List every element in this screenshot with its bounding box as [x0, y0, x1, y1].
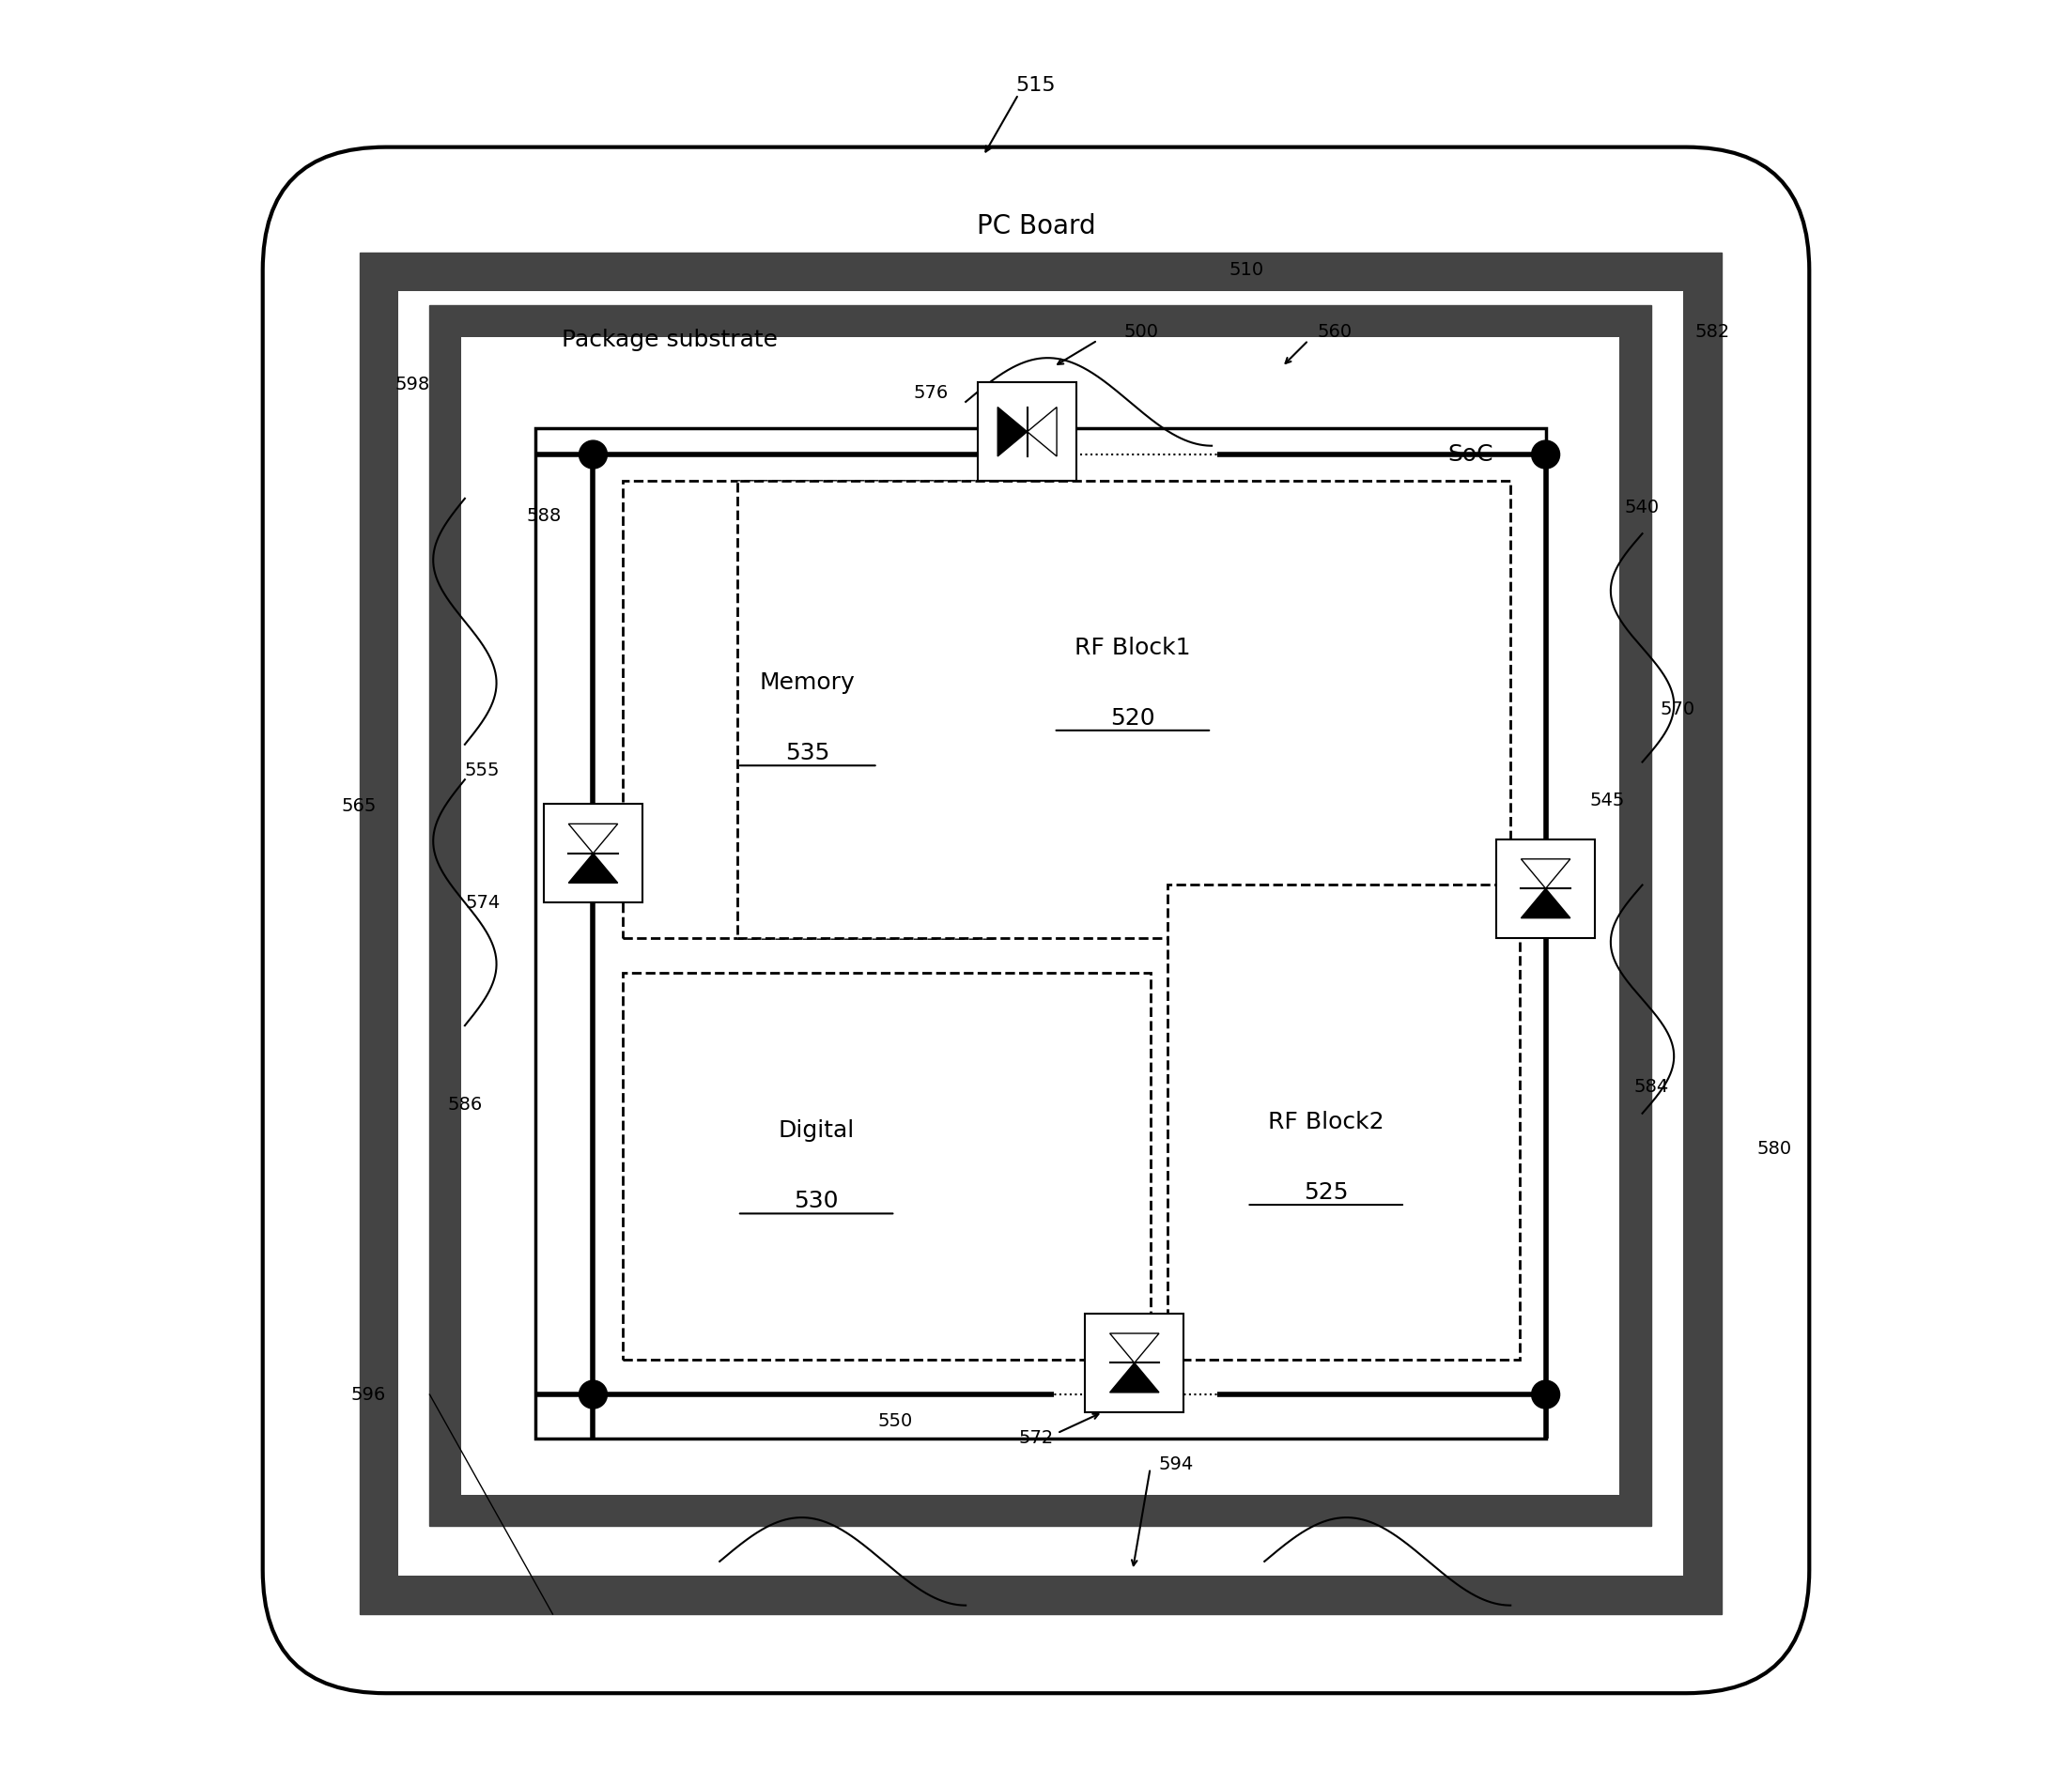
Text: 560: 560 [1318, 322, 1353, 340]
Circle shape [1121, 1381, 1148, 1409]
Text: 594: 594 [1158, 1457, 1193, 1474]
Text: RF Block1: RF Block1 [1075, 637, 1191, 658]
Text: Memory: Memory [760, 671, 856, 694]
Text: 555: 555 [464, 761, 499, 781]
Text: 570: 570 [1660, 701, 1695, 719]
Text: SoC: SoC [1448, 442, 1494, 466]
Text: 582: 582 [1695, 322, 1730, 340]
Text: 580: 580 [1757, 1140, 1792, 1158]
Text: 520: 520 [1111, 706, 1154, 729]
Bar [978, 382, 1077, 481]
Bar [624, 481, 992, 938]
Bar [738, 481, 1510, 938]
Polygon shape [568, 823, 617, 853]
Text: 584: 584 [1633, 1078, 1668, 1096]
Text: 540: 540 [1624, 499, 1660, 517]
Polygon shape [1521, 889, 1571, 919]
Text: 530: 530 [794, 1189, 839, 1212]
Text: 588: 588 [526, 508, 562, 526]
Text: 598: 598 [394, 375, 429, 393]
Circle shape [578, 1381, 607, 1409]
Circle shape [578, 441, 607, 469]
Text: 576: 576 [914, 384, 949, 402]
Bar [545, 804, 642, 903]
Bar [1169, 885, 1519, 1359]
Polygon shape [1028, 407, 1057, 457]
Bar [398, 290, 1682, 1575]
Bar [429, 304, 1651, 1526]
Circle shape [1531, 1381, 1560, 1409]
Polygon shape [1111, 1363, 1158, 1393]
Bar [358, 253, 1722, 1614]
Polygon shape [1111, 1333, 1158, 1363]
Bar [1086, 1313, 1183, 1412]
Bar [624, 974, 1150, 1359]
Text: 515: 515 [1015, 76, 1057, 96]
Circle shape [1531, 441, 1560, 469]
Bar [535, 428, 1546, 1439]
Polygon shape [999, 407, 1028, 457]
Text: 574: 574 [464, 894, 499, 912]
Polygon shape [568, 853, 617, 883]
Text: RF Block2: RF Block2 [1268, 1112, 1384, 1133]
Text: 550: 550 [879, 1412, 914, 1430]
Bar [462, 336, 1620, 1494]
Text: 586: 586 [448, 1096, 483, 1113]
Text: 596: 596 [350, 1386, 385, 1404]
Text: 572: 572 [1019, 1430, 1053, 1448]
Bar [1496, 839, 1595, 938]
Text: 500: 500 [1125, 322, 1158, 340]
Text: 525: 525 [1303, 1181, 1349, 1204]
Text: Package substrate: Package substrate [562, 329, 777, 352]
FancyBboxPatch shape [263, 147, 1809, 1694]
Text: 510: 510 [1229, 262, 1264, 280]
Text: 565: 565 [342, 796, 377, 814]
Text: Digital: Digital [779, 1120, 854, 1142]
Text: 545: 545 [1589, 791, 1624, 809]
Polygon shape [1521, 858, 1571, 889]
Text: PC Board: PC Board [976, 212, 1096, 239]
Text: 535: 535 [785, 742, 829, 765]
